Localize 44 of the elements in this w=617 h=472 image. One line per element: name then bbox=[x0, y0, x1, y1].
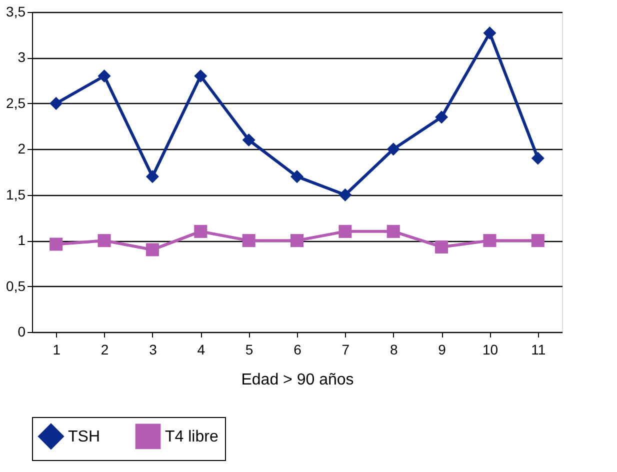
x-tick-label: 2 bbox=[100, 342, 109, 358]
point bbox=[290, 234, 304, 248]
point bbox=[194, 69, 208, 83]
y-tick-label: 0,5 bbox=[6, 278, 26, 294]
y-tick-label: 3,5 bbox=[6, 4, 26, 20]
x-tick-label: 10 bbox=[482, 342, 498, 358]
point bbox=[435, 240, 448, 254]
point bbox=[146, 170, 159, 184]
point bbox=[531, 152, 544, 165]
point bbox=[338, 224, 352, 238]
y-tick-label: 0 bbox=[18, 324, 26, 340]
legend-label: T4 libre bbox=[165, 428, 218, 446]
x-axis-title: Edad > 90 años bbox=[241, 372, 354, 388]
point bbox=[146, 243, 159, 256]
point bbox=[194, 224, 208, 238]
legend-label: TSH bbox=[68, 428, 100, 446]
y-tick-label: 2 bbox=[18, 140, 26, 157]
point bbox=[531, 234, 544, 248]
point bbox=[290, 170, 304, 184]
point bbox=[386, 224, 400, 238]
y-tick-label: 2,5 bbox=[6, 94, 26, 111]
x-tick-label: 8 bbox=[390, 342, 398, 358]
point bbox=[242, 234, 256, 248]
point bbox=[386, 142, 400, 156]
point bbox=[50, 238, 63, 251]
point bbox=[98, 234, 111, 248]
y-tick-label: 1,5 bbox=[6, 186, 26, 202]
point bbox=[242, 133, 256, 147]
point bbox=[98, 69, 111, 83]
y-tick-label: 1 bbox=[18, 232, 26, 248]
x-tick-label: 3 bbox=[149, 342, 158, 358]
x-tick-label: 5 bbox=[245, 342, 254, 358]
x-tick-label: 11 bbox=[531, 342, 546, 358]
x-tick-label: 7 bbox=[342, 342, 350, 358]
point bbox=[435, 110, 448, 124]
point bbox=[483, 234, 496, 248]
point bbox=[50, 96, 63, 110]
x-tick-label: 6 bbox=[294, 342, 302, 358]
x-tick-label: 4 bbox=[197, 342, 206, 358]
y-tick-label: 3 bbox=[18, 49, 26, 66]
x-tick-label: 9 bbox=[438, 342, 446, 358]
point bbox=[338, 188, 352, 202]
point bbox=[483, 26, 496, 40]
x-tick-label: 1 bbox=[52, 342, 61, 358]
